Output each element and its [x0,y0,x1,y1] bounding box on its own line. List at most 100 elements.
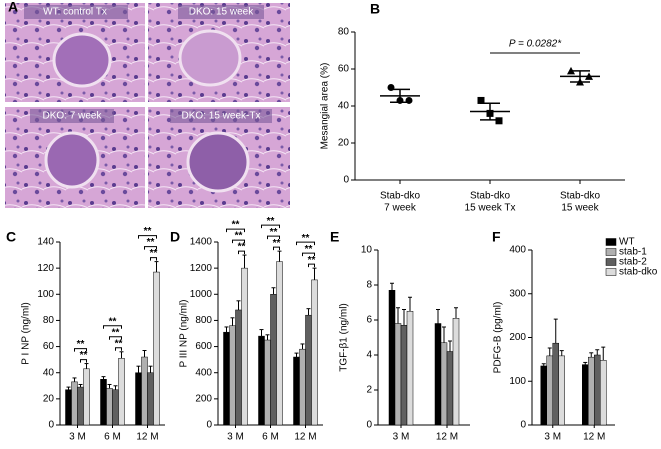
caption-bg [170,109,272,123]
y-tick-label: 0 [520,420,526,431]
bar [241,267,248,426]
micrograph-caption: DKO: 15 week-Tx [182,111,261,122]
y-tick-label: 6 [366,315,372,326]
bracket [115,347,122,351]
legend-label: WT [619,237,635,248]
bar [229,325,236,426]
bar [264,339,271,426]
x-tick-label: 12 M [294,432,316,443]
glomerulus [44,131,100,189]
legend-swatch [605,268,617,276]
legend-swatch [605,248,617,256]
bracket [308,263,315,268]
bar [235,309,242,426]
significance-label: ** [270,227,278,238]
panel-letter: B [370,1,380,17]
x-tick-label: 7 week [384,203,417,214]
bracket [226,228,245,233]
bar [452,318,460,426]
y-tick-label: 4 [366,350,372,361]
bar [552,342,559,426]
bar [440,342,448,426]
y-tick-label: 2 [366,385,372,396]
y-tick-label: 60 [43,341,55,352]
y-tick-label: 120 [37,263,54,274]
y-tick-label: 200 [509,332,526,343]
bar [446,351,454,426]
y-tick-label: 20 [43,393,55,404]
significance-label: ** [238,242,246,253]
y-axis-label: PDFG-B (pg/ml) [493,302,504,374]
bar [83,368,90,426]
y-tick-label: 1000 [190,289,213,300]
glomerulus [178,29,242,87]
x-tick-label: 12 M [583,432,605,443]
micrograph-caption: WT: control Tx [43,7,107,18]
y-tick-label: 140 [37,237,54,248]
x-tick-label: 15 week Tx [465,203,516,214]
micrograph-panel: WT: control Tx DKO: 15 week DKO: 7 week … [5,3,290,208]
y-tick-label: 80 [43,315,55,326]
x-tick-label: 3 M [69,432,86,443]
bar [258,335,265,426]
significance-label: ** [147,237,155,248]
y-tick-label: 10 [361,245,373,256]
bar [388,290,396,426]
significance-label: ** [109,316,117,327]
bar [106,388,113,426]
x-tick-label: 6 M [262,432,279,443]
bar [135,372,142,426]
x-tick-label: 12 M [436,432,458,443]
bar [112,389,119,426]
significance-label: ** [308,255,316,266]
bar [153,271,160,426]
bar [299,348,306,426]
significance-label: ** [80,350,88,361]
significance-label: ** [305,244,313,255]
x-tick-label: 3 M [227,432,244,443]
bar [311,279,318,426]
y-tick-label: 0 [206,420,212,431]
bar [118,358,125,426]
bar [394,323,402,426]
significance-label: ** [302,233,310,244]
bar [582,364,589,426]
legend-label: stab-dko [619,267,658,278]
y-tick-label: 0 [366,420,372,431]
y-tick-label: 800 [195,315,212,326]
legend-label: stab-1 [619,247,647,258]
x-tick-label: 15 week [561,203,599,214]
panel-letter: A [8,0,18,15]
legend-label: stab-2 [619,257,647,268]
y-tick-label: 60 [338,64,350,75]
y-axis-label: Mesangial area (%) [320,63,331,150]
y-axis-label: TGF-β1 (ng/ml) [339,303,350,372]
x-tick-label: 3 M [393,432,410,443]
bar [400,325,408,426]
bracket [80,359,87,363]
y-tick-label: 400 [509,245,526,256]
bar [600,360,607,426]
bracket [150,257,157,261]
point [495,117,503,125]
bar [540,365,547,426]
bar [65,389,72,426]
micrograph-caption: DKO: 15 week [189,7,254,18]
significance-label: ** [115,338,123,349]
y-tick-label: 1200 [190,263,213,274]
bracket [296,241,315,246]
y-axis-label: P I NP (ng/ml) [21,302,32,364]
micrograph-caption: DKO: 7 week [43,111,103,122]
significance-label: ** [232,220,240,231]
glomerulus [186,131,250,193]
bracket [302,252,315,257]
bracket [144,246,157,250]
y-tick-label: 1400 [190,237,213,248]
glomerulus [52,32,112,88]
bracket [267,235,280,240]
panel-letter: C [6,229,16,245]
panel-letter: F [492,229,501,245]
bar [293,356,300,426]
caption-bg [178,5,264,19]
bar [406,311,414,426]
